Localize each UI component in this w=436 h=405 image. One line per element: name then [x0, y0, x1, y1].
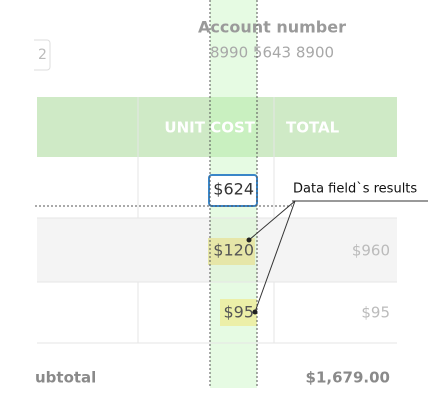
subtotal-value: $1,679.00	[306, 369, 390, 387]
subtotal-label: ubtotal	[35, 369, 96, 387]
total: $95	[361, 304, 390, 322]
pointer-dot	[252, 309, 258, 315]
unit-cost: $624	[213, 180, 254, 199]
header-highlight	[210, 97, 257, 157]
annotation-pointer	[254, 200, 296, 313]
pointer-dot	[246, 237, 252, 243]
annotation: Data field`s results	[293, 182, 417, 197]
input-text: 2	[38, 47, 47, 63]
field-highlight	[208, 238, 255, 265]
annotation-pointer	[248, 200, 296, 241]
total: $960	[352, 242, 390, 260]
unit-cost: $95	[223, 303, 254, 322]
account-label: Account number	[198, 18, 346, 37]
header-cell: UNIT COST	[164, 119, 255, 137]
clip-cover	[0, 38, 34, 72]
account-value: 8990 5643 8900	[210, 44, 334, 62]
field-highlight	[220, 299, 257, 326]
header-cell: TOTAL	[286, 119, 340, 137]
annotation-bg	[291, 178, 428, 200]
unit-cost: $120	[213, 241, 254, 260]
